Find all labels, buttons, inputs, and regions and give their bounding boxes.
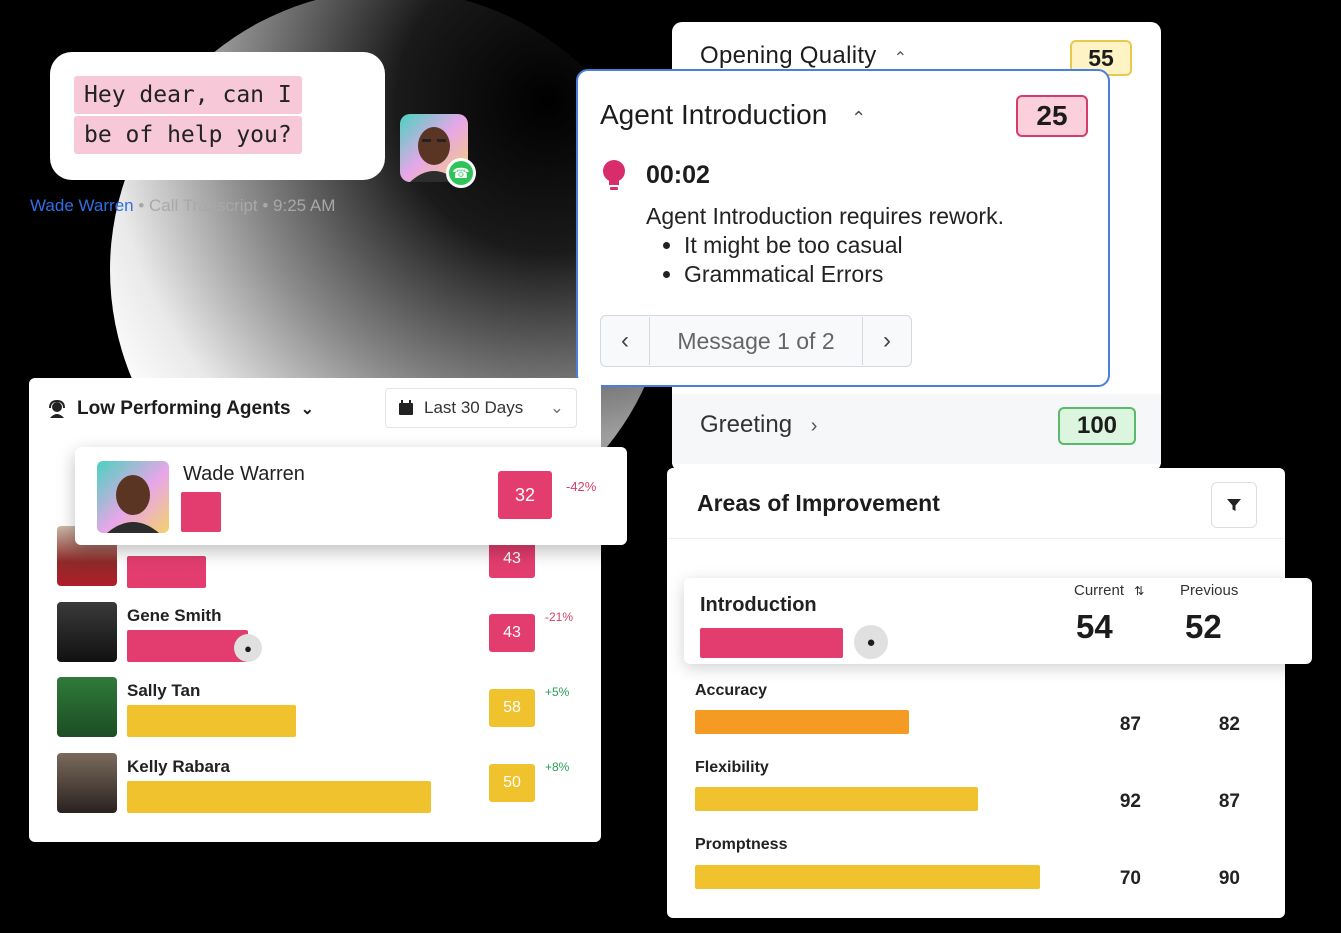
chevron-right-icon: › [883,327,891,354]
feedback-points: It might be too casual Grammatical Error… [660,231,903,289]
agent-score: 43 [489,614,535,652]
chat-line-1: Hey dear, can I [74,76,302,114]
chevron-up-icon: ⌃ [893,50,908,67]
score-change: -21% [545,610,574,624]
lightbulb-icon [603,160,625,190]
score-change: +8% [545,760,570,774]
metric-label: Promptness [695,836,788,853]
introduction-previous: 52 [1185,608,1222,645]
next-message-button[interactable]: › [863,317,911,365]
introduction-bar [700,628,843,658]
score-change: -42% [566,479,597,494]
areas-of-improvement-panel: Areas of Improvement Accuracy 87 82 Flex… [667,468,1285,918]
metric-previous: 87 [1218,791,1240,812]
agent-avatar[interactable] [57,677,117,737]
agent-name[interactable]: Gene Smith [127,606,222,625]
lightbulb-icon[interactable]: ● [854,625,888,659]
agent-score-bar [127,705,296,737]
agent-score: 50 [489,764,535,802]
transcript-caption: Wade Warren • Call Transcript • 9:25 AM [30,196,335,216]
date-range-label: Last 30 Days [424,398,524,417]
metric-bar [695,787,978,811]
agent-avatar[interactable] [57,602,117,662]
metric-previous: 90 [1218,868,1240,889]
introduction-label: Introduction [700,594,817,616]
current-column-header[interactable]: Current ⇅ [1074,582,1145,599]
score-change: +5% [545,685,570,699]
metric-current: 87 [1119,714,1141,735]
agents-title: Low Performing Agents [77,398,291,419]
agent-name[interactable]: Sally Tan [127,681,201,700]
greeting-row[interactable]: Greeting › 100 [672,394,1161,464]
agent-name[interactable]: Kelly Rabara [127,757,230,776]
introduction-card[interactable]: Introduction ● Current ⇅ Previous 54 52 [684,578,1312,664]
sort-icon: ⇅ [1134,584,1145,598]
agent-name[interactable]: Wade Warren [183,463,305,485]
agent-introduction-score: 25 [1016,95,1088,137]
headset-icon [49,399,65,418]
metric-current: 92 [1119,791,1141,812]
agent-score-bar [127,630,248,662]
agent-score-bar [127,556,206,588]
previous-column-header: Previous [1180,582,1239,599]
opening-quality-title[interactable]: Opening Quality ⌃ [700,42,908,69]
calendar-icon [399,400,413,415]
chevron-left-icon: ‹ [621,327,629,354]
chevron-down-icon: ⌄ [300,401,314,418]
agent-score: 58 [489,689,535,727]
agents-dropdown[interactable]: Low Performing Agents ⌄ [47,398,314,420]
greeting-score: 100 [1058,407,1136,445]
agent-score: 43 [489,540,535,578]
lightbulb-icon[interactable]: ● [234,634,262,662]
pager-label: Message 1 of 2 [649,317,863,365]
agent-avatar[interactable] [57,753,117,813]
agent-score-bar [127,781,431,813]
metric-bar [695,865,1040,889]
chat-bubble: Hey dear, can I be of help you? [50,52,385,180]
feedback-point: Grammatical Errors [684,260,903,289]
chevron-down-icon: ⌄ [549,398,564,417]
transcript-meta: • Call Transcript • 9:25 AM [133,196,336,215]
agent-introduction-panel: Agent Introduction ⌃ 25 00:02 Agent Intr… [576,69,1110,387]
timestamp: 00:02 [646,161,710,189]
date-range-select[interactable]: Last 30 Days ⌄ [385,388,577,428]
filter-icon [1227,499,1241,511]
chevron-up-icon: ⌃ [851,108,867,128]
improvement-title: Areas of Improvement [697,490,940,516]
agent-score-bar [181,492,221,532]
agent-introduction-title[interactable]: Agent Introduction ⌃ [600,99,867,130]
metric-label: Accuracy [695,682,768,699]
phone-icon: ☎ [446,158,476,188]
chevron-right-icon: › [810,415,818,437]
agent-score: 32 [498,471,552,519]
feedback-message: Agent Introduction requires rework. [646,203,1004,229]
metric-current: 70 [1119,868,1141,889]
chat-line-2: be of help you? [74,116,302,154]
prev-message-button[interactable]: ‹ [601,317,649,365]
filter-button[interactable] [1211,482,1257,528]
message-pager: ‹ Message 1 of 2 › [600,315,912,367]
metric-label: Flexibility [695,759,769,776]
metric-bar [695,710,909,734]
divider [667,538,1285,539]
agent-name-link[interactable]: Wade Warren [30,196,134,215]
highlighted-agent-card[interactable]: Wade Warren 32 -42% [75,447,627,545]
agent-avatar[interactable] [97,461,169,533]
introduction-current: 54 [1076,608,1113,645]
metric-previous: 82 [1218,714,1240,735]
greeting-label: Greeting › [700,411,818,438]
feedback-point: It might be too casual [684,231,903,260]
